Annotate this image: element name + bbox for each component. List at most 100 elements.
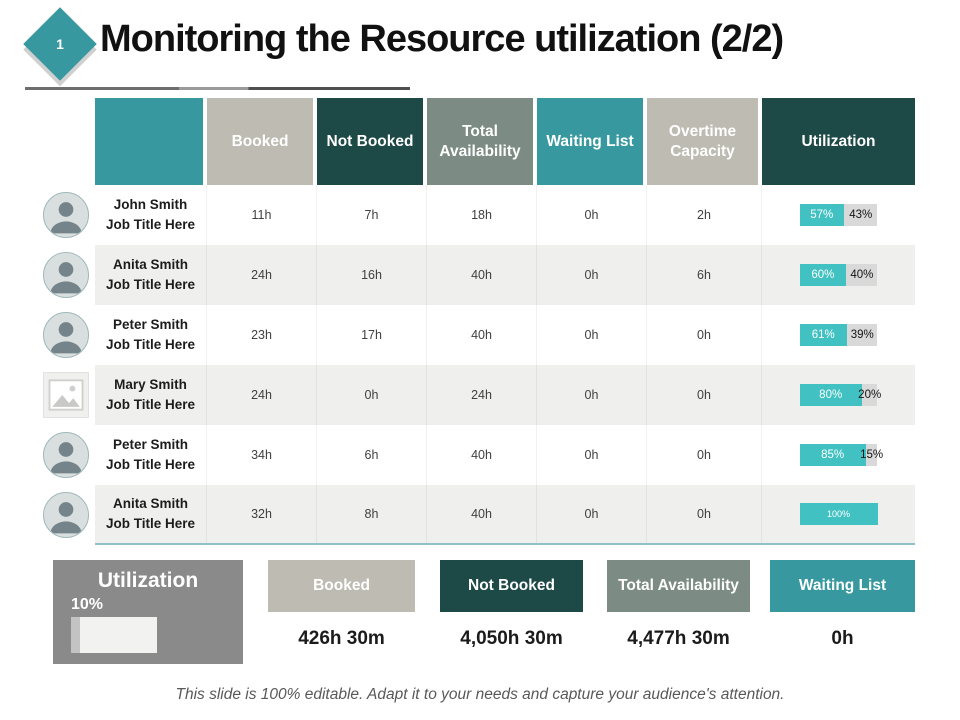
cell-utilization: 57% 43%	[762, 185, 915, 245]
card-label: Waiting List	[770, 560, 915, 612]
member-title: Job Title Here	[105, 217, 196, 232]
cell-utilization: 85% 15%	[762, 425, 915, 485]
cell-not-booked: 0h	[317, 365, 427, 425]
card-value: 0h	[831, 628, 854, 649]
table-row: Anita Smith Job Title Here 24h 16h 40h 0…	[43, 245, 915, 305]
utilization-bar: 60% 40%	[799, 264, 878, 286]
header-cell-utilization: Utilization	[762, 98, 915, 185]
utilization-card-value: 10%	[71, 596, 104, 613]
utilization-progress-fill	[71, 617, 80, 653]
slide-number-badge: 1	[23, 7, 97, 81]
header-cell-total-availability: Total Availability	[427, 98, 537, 185]
cell-waiting-list: 0h	[537, 305, 647, 365]
bar-used: 80%	[799, 384, 862, 406]
member-name: Peter Smith	[112, 437, 189, 453]
avatar	[43, 492, 89, 538]
person-photo-icon	[44, 193, 88, 237]
cell-overtime: 0h	[647, 485, 762, 543]
card-value: 426h 30m	[298, 628, 385, 649]
cell-booked: 23h	[207, 305, 317, 365]
member-title: Job Title Here	[105, 516, 196, 531]
bar-free: 20%	[858, 384, 881, 406]
avatar	[43, 312, 89, 358]
summary-utilization-card: Utilization 10%	[53, 560, 243, 664]
cell-utilization: 60% 40%	[762, 245, 915, 305]
bar-used: 85%	[799, 444, 866, 466]
bar-free: 39%	[847, 324, 878, 346]
summary-card-total-availability: Total Availability 4,477h 30m	[607, 560, 750, 650]
utilization-bar: 85% 15%	[799, 444, 883, 466]
member-name: Anita Smith	[112, 257, 188, 273]
cell-booked: 24h	[207, 365, 317, 425]
table-row: Mary Smith Job Title Here 24h 0h 24h 0h …	[43, 365, 915, 425]
member-cell: Anita Smith Job Title Here	[95, 485, 207, 543]
header-cell-waiting-list: Waiting List	[537, 98, 647, 185]
cell-not-booked: 17h	[317, 305, 427, 365]
member-name: Mary Smith	[114, 377, 187, 393]
page-title: Monitoring the Resource utilization (2/2…	[100, 18, 784, 60]
cell-waiting-list: 0h	[537, 245, 647, 305]
cell-not-booked: 6h	[317, 425, 427, 485]
bar-used: 57%	[799, 204, 844, 226]
member-name: Anita Smith	[112, 496, 188, 512]
slide-number: 1	[56, 36, 64, 52]
cell-total-availability: 24h	[427, 365, 537, 425]
member-title: Job Title Here	[105, 397, 196, 412]
cell-total-availability: 40h	[427, 305, 537, 365]
summary-card-booked: Booked 426h 30m	[268, 560, 415, 650]
cell-booked: 32h	[207, 485, 317, 543]
cell-utilization: 61% 39%	[762, 305, 915, 365]
member-title: Job Title Here	[105, 337, 196, 352]
utilization-progress	[71, 617, 157, 653]
cell-waiting-list: 0h	[537, 425, 647, 485]
avatar	[43, 252, 89, 298]
cell-total-availability: 18h	[427, 185, 537, 245]
utilization-bar: 57% 43%	[799, 204, 878, 226]
member-cell: John Smith Job Title Here	[95, 185, 207, 245]
cell-utilization: 100%	[762, 485, 915, 543]
person-photo-icon	[44, 493, 88, 537]
card-label: Total Availability	[607, 560, 750, 612]
person-photo-icon	[44, 313, 88, 357]
member-name: John Smith	[113, 197, 188, 213]
avatar	[43, 432, 89, 478]
utilization-bar: 100%	[799, 503, 878, 525]
table-row: Peter Smith Job Title Here 23h 17h 40h 0…	[43, 305, 915, 365]
table-row: John Smith Job Title Here 11h 7h 18h 0h …	[43, 185, 915, 245]
person-photo-icon	[44, 253, 88, 297]
member-cell: Mary Smith Job Title Here	[95, 365, 207, 425]
table-row: Anita Smith Job Title Here 32h 8h 40h 0h…	[43, 485, 915, 545]
utilization-progress-track	[79, 617, 157, 653]
bar-free: 15%	[860, 444, 883, 466]
utilization-bar: 61% 39%	[799, 324, 878, 346]
member-cell: Peter Smith Job Title Here	[95, 305, 207, 365]
bar-used: 60%	[799, 264, 847, 286]
summary-card-waiting-list: Waiting List 0h	[770, 560, 915, 650]
cell-not-booked: 16h	[317, 245, 427, 305]
header-cell-overtime-capacity: Overtime Capacity	[647, 98, 762, 185]
cell-overtime: 0h	[647, 425, 762, 485]
utilization-card-label: Utilization	[97, 569, 199, 592]
avatar	[43, 192, 89, 238]
header-cell-not-booked: Not Booked	[317, 98, 427, 185]
cell-total-availability: 40h	[427, 485, 537, 543]
bar-free: 43%	[843, 204, 878, 226]
member-cell: Peter Smith Job Title Here	[95, 425, 207, 485]
card-label: Booked	[268, 560, 415, 612]
card-value: 4,050h 30m	[460, 628, 563, 649]
cell-booked: 34h	[207, 425, 317, 485]
table-header-row: Booked Not Booked Total Availability Wai…	[95, 98, 915, 185]
utilization-bar: 80% 20%	[799, 384, 881, 406]
summary-card-not-booked: Not Booked 4,050h 30m	[440, 560, 583, 650]
cell-waiting-list: 0h	[537, 485, 647, 543]
cell-total-availability: 40h	[427, 425, 537, 485]
person-photo-icon	[44, 433, 88, 477]
bar-free: 40%	[846, 264, 878, 286]
image-placeholder-icon	[43, 372, 89, 418]
member-title: Job Title Here	[105, 457, 196, 472]
header-cell-empty	[95, 98, 207, 185]
cell-not-booked: 7h	[317, 185, 427, 245]
card-label: Not Booked	[440, 560, 583, 612]
cell-utilization: 80% 20%	[762, 365, 915, 425]
header-cell-booked: Booked	[207, 98, 317, 185]
